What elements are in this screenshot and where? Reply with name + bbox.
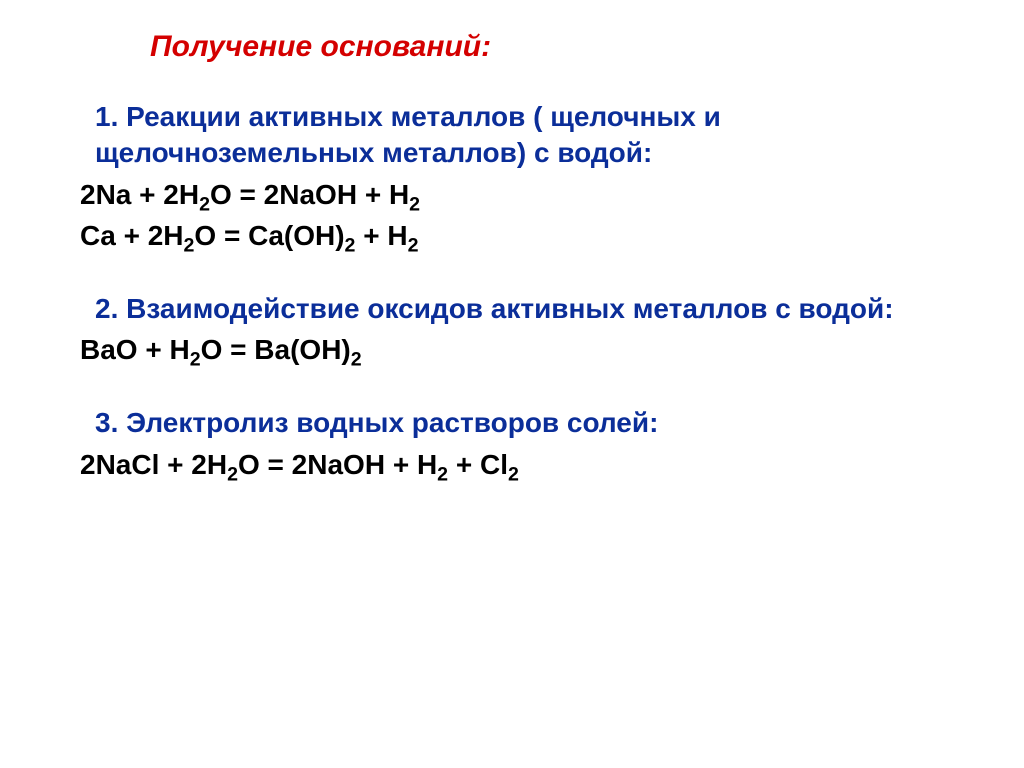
slide-title: Получение оснований: <box>150 30 964 64</box>
section-3-heading: 3. Электролиз водных растворов солей: <box>95 405 964 441</box>
section-1-heading: 1. Реакции активных металлов ( щелочных … <box>95 99 964 172</box>
section-1-equation-1: 2Na + 2H2O = 2NaOH + H2 <box>80 177 964 218</box>
section-1: 1. Реакции активных металлов ( щелочных … <box>60 99 964 259</box>
section-2: 2. Взаимодействие оксидов активных метал… <box>60 291 964 373</box>
section-2-heading: 2. Взаимодействие оксидов активных метал… <box>95 291 964 327</box>
section-1-equation-2: Ca + 2H2O = Ca(OH)2 + H2 <box>80 218 964 259</box>
section-3: 3. Электролиз водных растворов солей: 2N… <box>60 405 964 487</box>
section-2-equation-1: BaO + H2O = Ba(OH)2 <box>80 332 964 373</box>
section-3-equation-1: 2NaCl + 2H2O = 2NaOH + H2 + Cl2 <box>80 447 964 488</box>
